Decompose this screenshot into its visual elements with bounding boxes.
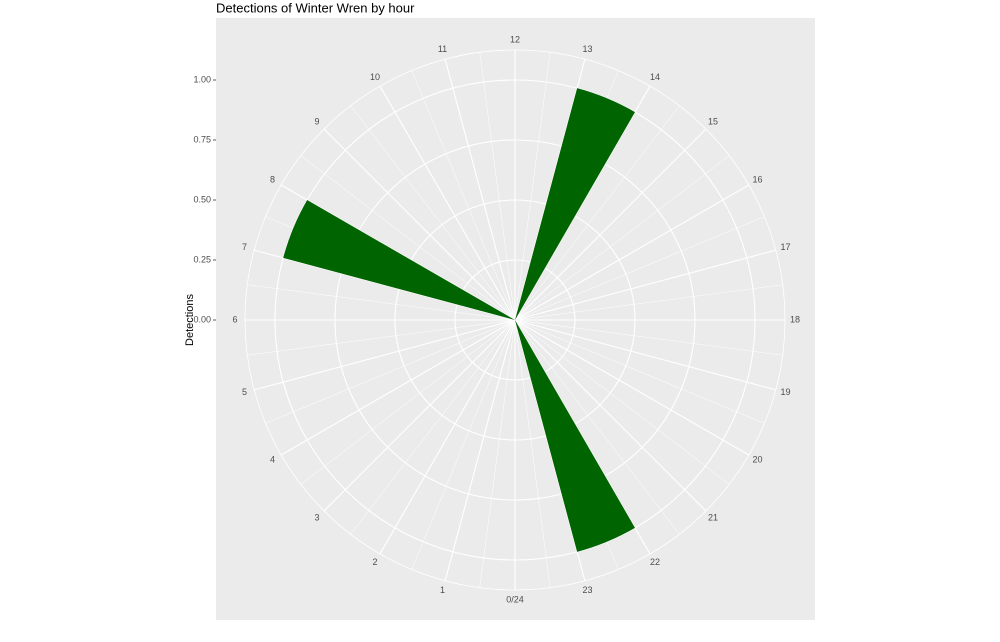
grid-spoke	[514, 249, 776, 321]
minor-grid-spoke	[350, 319, 516, 535]
x-tick-label: 6	[232, 314, 237, 324]
x-tick-label: 22	[650, 557, 660, 567]
grid-spoke	[514, 319, 776, 391]
grid-spoke	[514, 85, 651, 321]
grid-spoke	[444, 319, 516, 581]
minor-grid-spoke	[265, 319, 516, 424]
grid-spoke	[280, 319, 516, 456]
x-tick-label: 16	[752, 174, 762, 184]
x-tick-label: 1	[440, 585, 445, 595]
x-tick-label: 11	[438, 44, 447, 54]
x-tick-label: 5	[242, 387, 247, 397]
minor-grid-spoke	[411, 319, 516, 570]
grid-spoke	[323, 128, 516, 321]
minor-grid-spoke	[247, 319, 516, 356]
y-tick-label: 0.00	[193, 314, 211, 324]
minor-grid-spoke	[514, 319, 783, 356]
minor-grid-spoke	[300, 155, 516, 321]
x-tick-label: 14	[650, 72, 660, 82]
minor-grid-spoke	[479, 319, 516, 588]
y-axis-title: Detections	[184, 294, 196, 346]
x-tick-label: 0/24	[506, 594, 524, 604]
x-tick-label: 17	[780, 242, 790, 252]
y-tick-label: 1.00	[193, 74, 211, 84]
minor-grid-spoke	[514, 155, 730, 321]
chart-title: Detections of Winter Wren by hour	[216, 0, 415, 15]
x-tick-label: 23	[582, 585, 592, 595]
x-tick-label: 18	[790, 314, 800, 324]
grid-spoke	[514, 128, 707, 321]
y-tick-label: 0.50	[193, 194, 211, 204]
grid-spoke	[514, 184, 750, 321]
minor-grid-spoke	[514, 284, 783, 321]
minor-grid-spoke	[300, 319, 516, 485]
grid-spoke	[323, 319, 516, 512]
x-tick-label: 10	[370, 72, 380, 82]
x-tick-label: 7	[242, 242, 247, 252]
x-tick-label: 12	[510, 34, 520, 44]
minor-grid-spoke	[514, 319, 551, 588]
minor-grid-spoke	[514, 319, 765, 424]
x-tick-label: 2	[372, 557, 377, 567]
x-tick-label: 21	[708, 512, 718, 522]
x-tick-label: 15	[708, 116, 718, 126]
x-tick-label: 9	[315, 116, 320, 126]
grid-spoke	[514, 319, 750, 456]
minor-grid-spoke	[411, 70, 516, 321]
bar	[283, 200, 515, 320]
minor-grid-spoke	[514, 216, 765, 321]
minor-grid-spoke	[514, 319, 730, 485]
minor-grid-spoke	[247, 284, 516, 321]
grid-spoke	[444, 59, 516, 321]
grid-spoke	[379, 319, 516, 555]
x-tick-label: 19	[780, 387, 790, 397]
grid-spoke	[254, 319, 516, 391]
grid-spoke	[379, 85, 516, 321]
minor-grid-spoke	[479, 52, 516, 321]
minor-grid-spoke	[514, 52, 551, 321]
x-tick-label: 8	[270, 174, 275, 184]
x-tick-label: 3	[315, 512, 320, 522]
bar	[515, 320, 635, 552]
y-tick-label: 0.25	[193, 254, 211, 264]
minor-grid-spoke	[350, 105, 516, 321]
minor-grid-spoke	[514, 319, 680, 535]
grid-spoke	[514, 319, 707, 512]
x-tick-label: 13	[582, 44, 592, 54]
y-tick-label: 0.75	[193, 134, 211, 144]
x-tick-label: 20	[752, 454, 762, 464]
x-tick-label: 4	[270, 454, 275, 464]
bar	[515, 88, 635, 321]
minor-grid-spoke	[514, 105, 680, 321]
